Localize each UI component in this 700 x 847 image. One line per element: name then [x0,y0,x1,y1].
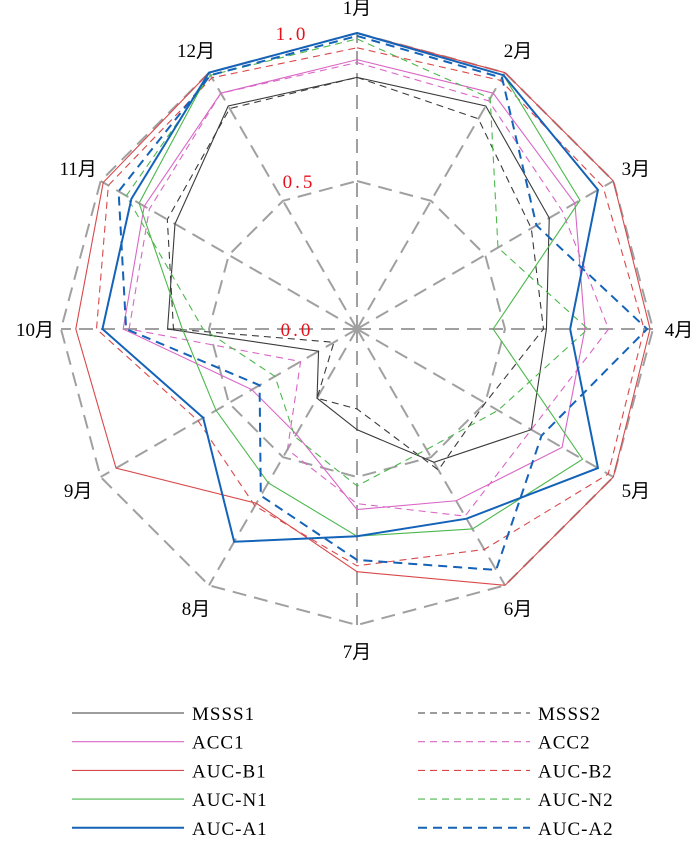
rtick-label: 1.0 [276,24,309,45]
radar-series [75,31,651,586]
grid-spoke [208,72,358,330]
legend-label: AUC-B1 [192,761,267,782]
month-label: 7月 [343,642,372,663]
grid-spoke [100,328,358,478]
month-label: 10月 [16,320,54,341]
legend-label: AUC-A1 [192,819,268,840]
legend-label: ACC1 [192,733,245,754]
grid-spoke [356,72,506,330]
series-auc-n2 [125,38,589,487]
series-msss1 [166,76,550,463]
month-label: 11月 [59,159,96,180]
series-auc-b2 [95,47,645,567]
month-label: 1月 [343,0,372,19]
grid-spoke [356,328,506,586]
series-auc-a1 [101,31,600,543]
radial-tick-labels: 0.0 0.5 1.0 [276,24,316,341]
legend-label: AUC-A2 [538,819,614,840]
month-label: 6月 [504,599,533,620]
grid-spoke [356,328,614,478]
series-acc1 [122,59,586,511]
legend-label: AUC-N2 [538,790,614,811]
month-label: 5月 [622,481,651,502]
legend-label: MSSS2 [538,704,601,725]
month-label: 4月 [665,320,694,341]
series-acc2 [128,62,610,517]
month-label: 12月 [177,41,215,62]
legend-label: MSSS1 [192,704,255,725]
series-auc-a2 [117,34,649,572]
month-labels: 1月 2月 3月 4月 5月 6月 7月 8月 9月 10月 11月 12月 [16,0,693,663]
month-label: 2月 [504,41,533,62]
legend-label: AUC-B2 [538,761,613,782]
month-label: 3月 [622,159,651,180]
grid-spoke [356,180,614,330]
legend-label: ACC2 [538,733,591,754]
rtick-label: 0.5 [283,172,316,193]
grid-spoke [100,180,358,330]
series-auc-n1 [138,32,584,537]
month-label: 9月 [64,481,93,502]
series-msss2 [166,76,545,471]
series-auc-b1 [75,32,651,586]
legend: MSSS1 MSSS2 ACC1 ACC2 AUC-B1 AUC-B2 AUC-N1 AUC-… [72,704,614,840]
month-label: 8月 [182,599,211,620]
legend-label: AUC-N1 [192,790,268,811]
rtick-label: 0.0 [281,320,314,341]
